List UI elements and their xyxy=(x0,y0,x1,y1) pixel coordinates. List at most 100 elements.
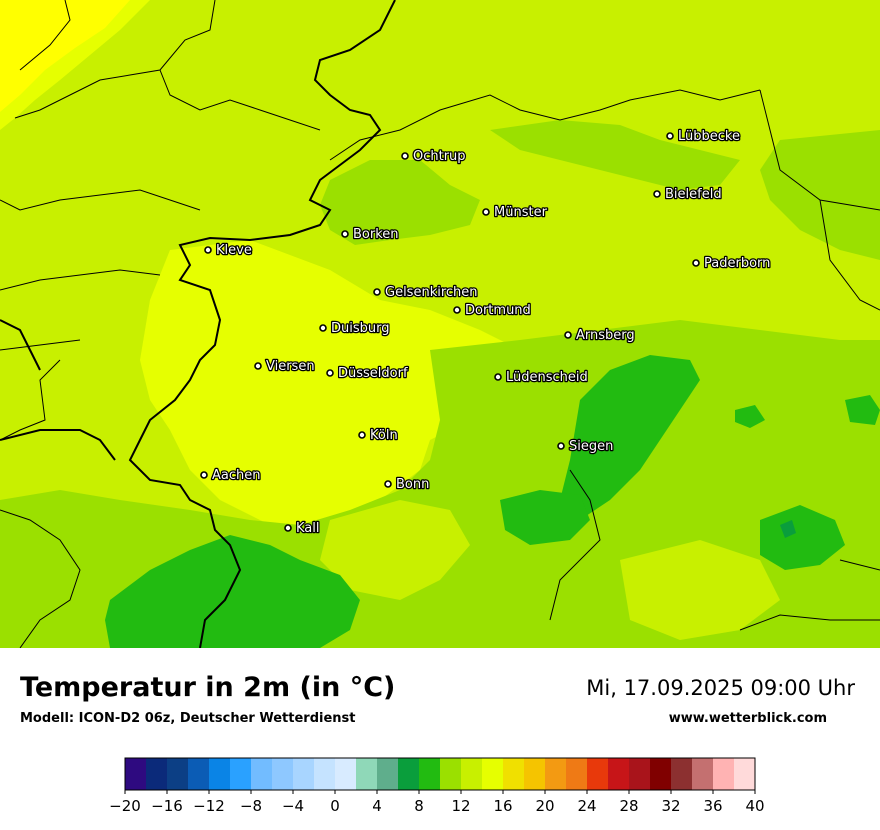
colorbar-box xyxy=(671,758,692,790)
city-label: Siegen xyxy=(569,439,613,454)
city-label: Düsseldorf xyxy=(338,366,408,381)
city-marker: Münster xyxy=(482,204,549,221)
colorbar-box xyxy=(335,758,356,790)
city-label: Köln xyxy=(370,428,398,443)
field-10-12-north xyxy=(490,120,740,190)
city-dot xyxy=(564,331,572,339)
city-marker: Gelsenkirchen xyxy=(373,284,479,301)
field-8-10-eifel xyxy=(105,535,360,648)
field-8-10-small1 xyxy=(735,405,765,428)
city-layer: Lübbecke Ochtrup Bielefeld Münster Borken Kle… xyxy=(200,128,772,537)
colorbar-box xyxy=(272,758,293,790)
city-label: Lübbecke xyxy=(678,129,740,144)
colorbar-tick-label: 36 xyxy=(703,797,722,815)
colorbar-box xyxy=(608,758,629,790)
field-10-12-east xyxy=(760,130,880,260)
city-dot xyxy=(326,369,334,377)
colorbar-box xyxy=(188,758,209,790)
colorbar-box xyxy=(314,758,335,790)
city-marker: Paderborn xyxy=(692,255,772,272)
city-marker: Arnsberg xyxy=(564,327,636,344)
state-borders xyxy=(0,0,880,648)
website-link[interactable]: www.wetterblick.com xyxy=(668,711,827,726)
city-label: Ochtrup xyxy=(413,149,466,164)
city-label: Bonn xyxy=(396,477,429,492)
city-marker: Kleve xyxy=(204,242,253,259)
field-8-10-vogelsberg xyxy=(760,505,845,570)
field-6-8-spot xyxy=(780,520,796,538)
city-marker: Köln xyxy=(358,427,399,444)
colorbar-legend: −20 −16 −12 −8 −4 0 4 8 12 16 20 24 28 32 36 40 xyxy=(109,757,765,815)
city-dot xyxy=(373,288,381,296)
city-dot xyxy=(653,190,661,198)
city-marker: Bielefeld xyxy=(653,186,723,203)
map-title: Temperatur in 2m (in °C) xyxy=(20,672,396,703)
colorbar-box xyxy=(713,758,734,790)
city-label: Paderborn xyxy=(704,256,770,271)
colorbar-box xyxy=(587,758,608,790)
colorbar-box xyxy=(167,758,188,790)
city-marker: Viersen xyxy=(254,358,316,375)
colorbar-box xyxy=(419,758,440,790)
city-marker: Bonn xyxy=(384,476,431,493)
field-12-14-south xyxy=(320,500,470,600)
field-8-10-rothaar xyxy=(560,355,700,520)
field-12-14-southeast xyxy=(620,540,780,640)
city-dot xyxy=(358,431,366,439)
colorbar-tick-labels: −20 −16 −12 −8 −4 0 4 8 12 16 20 24 28 32 36 40 xyxy=(109,790,765,815)
colorbar-box xyxy=(692,758,713,790)
colorbar-box xyxy=(230,758,251,790)
city-label: Lüdenscheid xyxy=(506,370,588,385)
city-dot xyxy=(341,230,349,238)
city-marker: Kall xyxy=(284,520,321,537)
colorbar-boxes xyxy=(124,757,756,791)
colorbar-tick-label: 0 xyxy=(330,797,340,815)
colorbar-box xyxy=(650,758,671,790)
colorbar-tick-label: 20 xyxy=(535,797,554,815)
colorbar-box xyxy=(461,758,482,790)
city-label: Dortmund xyxy=(465,303,531,318)
city-dot xyxy=(482,208,490,216)
city-dot xyxy=(254,362,262,370)
city-dot xyxy=(284,524,292,532)
colorbar-box xyxy=(545,758,566,790)
colorbar-tick-label: 16 xyxy=(493,797,512,815)
city-marker: Lüdenscheid xyxy=(494,369,589,386)
city-dot xyxy=(384,480,392,488)
city-dot xyxy=(557,442,565,450)
city-label: Bielefeld xyxy=(665,187,722,202)
field-14-16-lowland xyxy=(140,240,560,540)
colorbar-tick-label: 24 xyxy=(577,797,596,815)
city-dot xyxy=(319,324,327,332)
city-marker: Borken xyxy=(341,226,400,243)
colorbar-tick-label: −4 xyxy=(282,797,304,815)
city-marker: Lübbecke xyxy=(666,128,741,145)
city-dot xyxy=(200,471,208,479)
field-16-18-northwest xyxy=(0,0,130,112)
city-label: Aachen xyxy=(212,468,260,483)
colorbar-box xyxy=(377,758,398,790)
city-marker: Dortmund xyxy=(453,302,532,319)
colorbar-tick-label: 4 xyxy=(372,797,382,815)
temperature-map: Lübbecke Ochtrup Bielefeld Münster Borken Kle… xyxy=(0,0,880,648)
colorbar-frame xyxy=(124,757,756,791)
city-dot xyxy=(666,132,674,140)
city-label: Arnsberg xyxy=(576,328,635,343)
field-10-12-muensterland xyxy=(320,160,480,245)
forecast-datetime: Mi, 17.09.2025 09:00 Uhr xyxy=(586,676,855,700)
city-dot xyxy=(204,246,212,254)
field-8-10-westerwald xyxy=(500,490,590,545)
city-label: Kleve xyxy=(216,243,252,258)
city-dot xyxy=(494,373,502,381)
colorbar-tick-label: 40 xyxy=(745,797,764,815)
city-label: Borken xyxy=(353,227,399,242)
colorbar-tick-label: −8 xyxy=(240,797,262,815)
city-label: Kall xyxy=(296,521,320,536)
colorbar-tick-label: −12 xyxy=(193,797,225,815)
colorbar-tick-label: 28 xyxy=(619,797,638,815)
colorbar-box xyxy=(734,758,755,790)
colorbar-tick-label: 8 xyxy=(414,797,424,815)
city-label: Gelsenkirchen xyxy=(385,285,478,300)
colorbar-box xyxy=(503,758,524,790)
city-marker: Siegen xyxy=(557,438,615,455)
